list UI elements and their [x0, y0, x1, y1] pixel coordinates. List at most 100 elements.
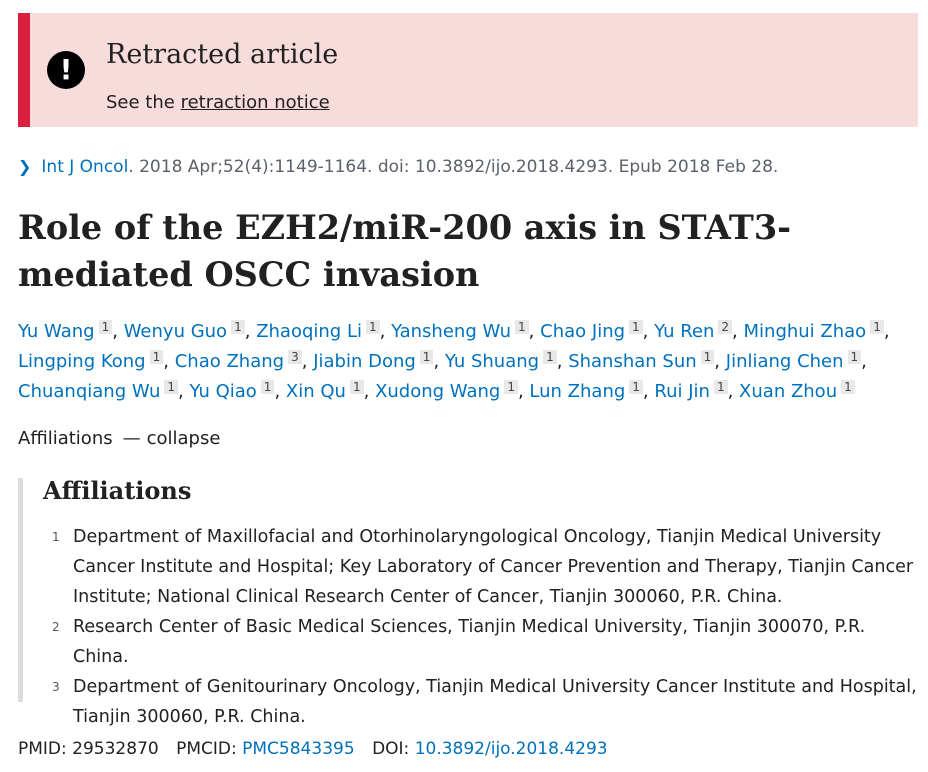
affiliation-ref-badge[interactable]: 3 [288, 350, 302, 364]
author-item: Minghui Zhao 1, [743, 320, 890, 342]
affiliation-ref-badge[interactable]: 1 [260, 380, 275, 394]
affiliations-toggle[interactable]: Affiliations — collapse [18, 428, 220, 449]
affiliation-ref-badge[interactable]: 1 [543, 350, 557, 364]
author-link[interactable]: Xin Qu [285, 381, 346, 402]
affiliation-ref-badge[interactable]: 1 [713, 380, 728, 394]
affiliation-ref-badge[interactable]: 1 [515, 320, 529, 334]
affiliation-ref-badge[interactable]: 1 [98, 320, 113, 334]
affiliation-number: 1 [52, 530, 60, 544]
author-separator: , [379, 321, 386, 342]
author-item: Xuan Zhou 1 [739, 380, 855, 402]
author-link[interactable]: Jiabin Dong [313, 351, 416, 372]
author-link[interactable]: Chuanqiang Wu [18, 381, 161, 402]
author-separator: , [642, 381, 649, 402]
citation-details: . 2018 Apr;52(4):1149-1164. doi: 10.3892… [128, 157, 779, 177]
author-separator: , [244, 321, 251, 342]
author-separator: , [528, 321, 535, 342]
affiliation-ref-badge[interactable]: 1 [629, 320, 643, 334]
author-item: Yu Qiao 1, [189, 380, 281, 402]
affiliation-ref-badge[interactable]: 1 [841, 380, 855, 394]
author-item: Chuanqiang Wu 1, [18, 380, 184, 402]
affiliations-toggle-label: Affiliations [18, 428, 113, 449]
author-item: Yu Shuang 1, [444, 350, 563, 372]
chevron-right-icon[interactable]: ❯ [18, 157, 32, 176]
author-link[interactable]: Chao Zhang [174, 351, 285, 372]
citation: ❯ Int J Oncol. 2018 Apr;52(4):1149-1164. … [18, 157, 778, 177]
author-link[interactable]: Lun Zhang [529, 381, 626, 402]
affiliation-text: Department of Maxillofacial and Otorhino… [73, 527, 914, 607]
affiliation-ref-badge[interactable]: 2 [718, 320, 733, 334]
author-separator: , [301, 351, 308, 372]
affiliation-text: Research Center of Basic Medical Science… [73, 617, 866, 667]
author-link[interactable]: Xuan Zhou [739, 381, 838, 402]
affiliation-text: Department of Genitourinary Oncology, Ti… [73, 677, 917, 727]
author-separator: , [642, 321, 649, 342]
affiliation-ref-badge[interactable]: 1 [700, 350, 715, 364]
author-separator: , [274, 381, 281, 402]
affiliations-panel: Affiliations 1 Department of Maxillofacia… [18, 476, 920, 727]
affiliations-list: 1 Department of Maxillofacial and Otorhin… [23, 522, 920, 732]
author-link[interactable]: Wenyu Guo [123, 321, 228, 342]
author-link[interactable]: Yu Ren [654, 321, 715, 342]
collapse-label[interactable]: collapse [146, 428, 221, 449]
pmcid-link[interactable]: PMC5843395 [242, 739, 355, 759]
author-link[interactable]: Yansheng Wu [391, 321, 512, 342]
author-link[interactable]: Minghui Zhao [743, 321, 867, 342]
author-item: Xin Qu 1, [285, 380, 370, 402]
author-separator: , [178, 381, 184, 402]
article-identifiers: PMID: 29532870 PMCID: PMC5843395 DOI: 10… [18, 739, 608, 759]
affiliation-ref-badge[interactable]: 1 [365, 320, 380, 334]
author-separator: , [363, 381, 370, 402]
author-link[interactable]: Yu Qiao [189, 381, 257, 402]
affiliation-ref-badge[interactable]: 1 [149, 350, 164, 364]
banner-sub-prefix: See the [106, 92, 181, 113]
affiliation-item: 3 Department of Genitourinary Oncology, T… [23, 672, 920, 732]
affiliation-ref-badge[interactable]: 1 [847, 350, 862, 364]
author-separator: , [556, 351, 563, 372]
author-separator: , [517, 381, 524, 402]
author-item: Chao Jing 1, [540, 320, 649, 342]
author-separator: , [861, 351, 867, 372]
affiliation-ref-badge[interactable]: 1 [870, 320, 884, 334]
author-link[interactable]: Zhaoqing Li [256, 321, 362, 342]
affiliation-ref-badge[interactable]: 1 [349, 380, 364, 394]
author-item: Jiabin Dong 1, [313, 350, 440, 372]
exclamation-icon: ! [47, 51, 85, 89]
affiliation-ref-badge[interactable]: 1 [629, 380, 643, 394]
author-link[interactable]: Yu Wang [18, 321, 95, 342]
author-item: Lun Zhang 1, [529, 380, 649, 402]
affiliation-ref-badge[interactable]: 1 [504, 380, 518, 394]
affiliation-ref-badge[interactable]: 1 [164, 380, 179, 394]
doi-label: DOI: [372, 739, 410, 759]
author-separator: , [732, 321, 738, 342]
pmid-label: PMID: [18, 739, 67, 759]
author-separator: , [714, 351, 721, 372]
affiliation-ref-badge[interactable]: 1 [231, 320, 245, 334]
affiliation-item: 1 Department of Maxillofacial and Otorhin… [23, 522, 920, 612]
author-item: Lingping Kong 1, [18, 350, 169, 372]
author-link[interactable]: Shanshan Sun [568, 351, 697, 372]
retraction-notice-link[interactable]: retraction notice [180, 92, 330, 113]
author-link[interactable]: Jinliang Chen [725, 351, 844, 372]
collapse-dash-icon: — [122, 428, 141, 449]
doi-link[interactable]: 10.3892/ijo.2018.4293 [414, 739, 608, 759]
author-separator: , [163, 351, 169, 372]
author-item: Yu Wang 1, [18, 320, 118, 342]
author-link[interactable]: Xudong Wang [375, 381, 501, 402]
affiliation-number: 3 [52, 680, 60, 694]
author-link[interactable]: Rui Jin [654, 381, 710, 402]
affiliation-number: 2 [52, 620, 60, 634]
author-link[interactable]: Chao Jing [540, 321, 626, 342]
journal-link[interactable]: Int J Oncol [41, 157, 129, 177]
article-title: Role of the EZH2/miR-200 axis in STAT3-m… [18, 208, 792, 294]
author-item: Rui Jin 1, [654, 380, 733, 402]
affiliation-ref-badge[interactable]: 1 [419, 350, 434, 364]
author-separator: , [112, 321, 118, 342]
retraction-banner: ! Retracted article See the retraction n… [18, 13, 918, 127]
banner-title: Retracted article [106, 39, 339, 70]
author-link[interactable]: Yu Shuang [444, 351, 540, 372]
pmid-value: 29532870 [72, 739, 159, 759]
author-link[interactable]: Lingping Kong [18, 351, 146, 372]
author-separator: , [433, 351, 440, 372]
affiliation-item: 2 Research Center of Basic Medical Scienc… [23, 612, 920, 672]
